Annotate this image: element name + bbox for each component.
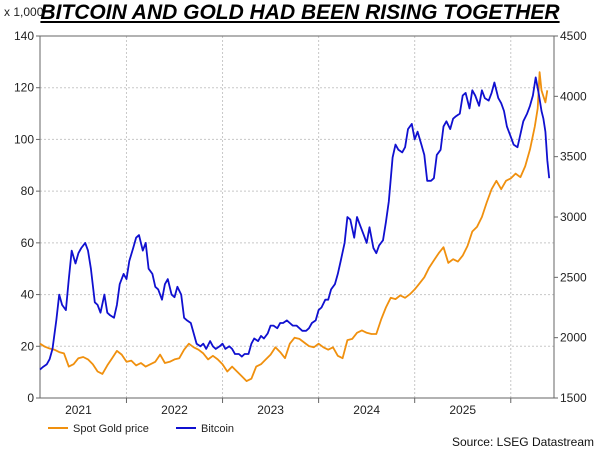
x-tick-label-2025: 2025 bbox=[449, 403, 476, 417]
y-right-tick-label-2: 2500 bbox=[560, 270, 587, 284]
plot-frame bbox=[39, 35, 555, 399]
series-line-spot-gold-price bbox=[39, 71, 549, 382]
source-note: Source: LSEG Datastream bbox=[452, 435, 594, 449]
y-left-tick-label-6: 120 bbox=[14, 81, 34, 95]
x-tick-label-2024: 2024 bbox=[353, 403, 380, 417]
x-tick-label-2022: 2022 bbox=[161, 403, 188, 417]
y-left-tick-label-5: 100 bbox=[14, 132, 34, 146]
y-right-tick-label-3: 3000 bbox=[560, 210, 587, 224]
y-left-tick-label-2: 40 bbox=[21, 288, 35, 302]
y-left-unit-label: x 1,000 bbox=[4, 5, 44, 19]
chart-title: BITCOIN AND GOLD HAD BEEN RISING TOGETHE… bbox=[40, 1, 560, 24]
y-right-tick-label-4: 3500 bbox=[560, 150, 587, 164]
y-right-tick-label-6: 4500 bbox=[560, 29, 587, 43]
y-right-tick-label-0: 1500 bbox=[560, 391, 587, 405]
series-line-bitcoin bbox=[39, 76, 551, 371]
y-left-tick-label-1: 20 bbox=[21, 339, 35, 353]
x-tick-label-2021: 2021 bbox=[65, 403, 92, 417]
y-left-tick-label-4: 80 bbox=[21, 184, 35, 198]
y-right-tick-label-1: 2000 bbox=[560, 331, 587, 345]
y-right-tick-label-5: 4000 bbox=[560, 89, 587, 103]
legend-label-spot-gold-price: Spot Gold price bbox=[73, 423, 149, 435]
y-left-tick-label-7: 140 bbox=[14, 29, 34, 43]
y-left-tick-label-3: 60 bbox=[21, 236, 35, 250]
y-left-tick-label-0: 0 bbox=[27, 391, 34, 405]
legend-label-bitcoin: Bitcoin bbox=[201, 423, 234, 435]
x-tick-label-2023: 2023 bbox=[257, 403, 284, 417]
